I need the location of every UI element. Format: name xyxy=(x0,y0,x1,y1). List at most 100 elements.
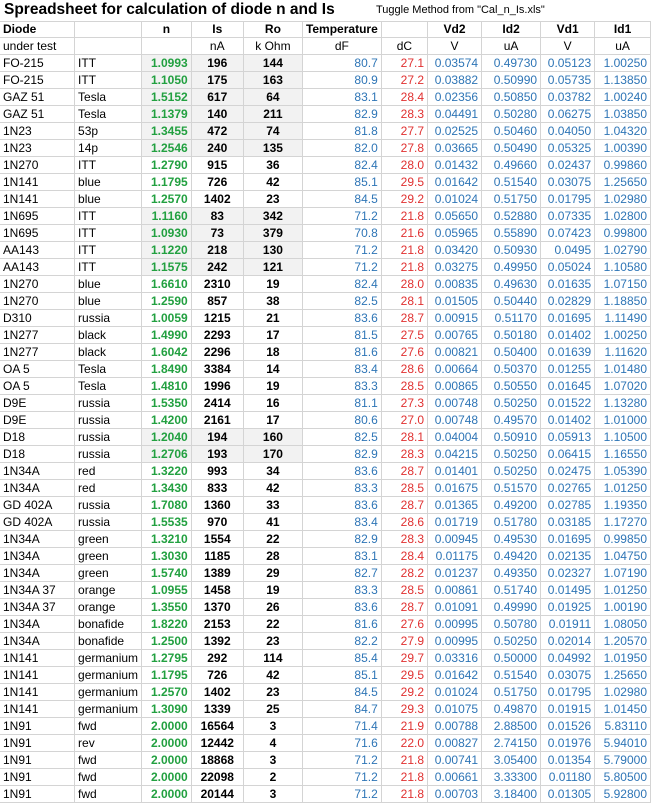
vd2-cell[interactable]: 0.01642 xyxy=(427,173,483,192)
n-cell[interactable]: 1.2570 xyxy=(141,190,192,209)
vd2-cell[interactable]: 0.04004 xyxy=(427,428,483,447)
sheet-subtitle[interactable]: Tuggle Method from "Cal_n_Is.xls" xyxy=(376,4,545,16)
vd2-cell[interactable]: 0.01091 xyxy=(427,598,483,617)
header-cell[interactable]: Ro xyxy=(243,21,303,39)
vd1-cell[interactable]: 0.01911 xyxy=(540,615,596,634)
maker-cell[interactable]: russia xyxy=(74,394,143,413)
id1-cell[interactable]: 1.01250 xyxy=(594,479,651,498)
temp-c-cell[interactable]: 21.9 xyxy=(381,717,429,736)
is-cell[interactable]: 194 xyxy=(191,428,244,447)
id1-cell[interactable]: 1.11490 xyxy=(594,309,651,328)
temp-f-cell[interactable]: 81.8 xyxy=(302,122,382,141)
diode-cell[interactable]: 1N34A xyxy=(0,479,76,498)
maker-cell[interactable]: ITT xyxy=(74,258,143,277)
ro-cell[interactable]: 211 xyxy=(243,105,303,124)
n-cell[interactable]: 2.0000 xyxy=(141,785,192,804)
id1-cell[interactable]: 1.01250 xyxy=(594,581,651,600)
ro-cell[interactable]: 22 xyxy=(243,530,303,549)
is-cell[interactable]: 22098 xyxy=(191,768,244,787)
n-cell[interactable]: 2.0000 xyxy=(141,717,192,736)
ro-cell[interactable]: 38 xyxy=(243,292,303,311)
temp-c-cell[interactable]: 28.7 xyxy=(381,598,429,617)
ro-cell[interactable]: 3 xyxy=(243,751,303,770)
n-cell[interactable]: 1.7080 xyxy=(141,496,192,515)
vd2-cell[interactable]: 0.01075 xyxy=(427,700,483,719)
unit-cell[interactable]: uA xyxy=(481,37,542,56)
id1-cell[interactable]: 1.20570 xyxy=(594,632,651,651)
id1-cell[interactable]: 5.79000 xyxy=(594,751,651,770)
id1-cell[interactable]: 1.25650 xyxy=(594,173,651,192)
vd1-cell[interactable]: 0.01645 xyxy=(540,377,596,396)
vd2-cell[interactable]: 0.01401 xyxy=(427,462,483,481)
temp-c-cell[interactable]: 22.0 xyxy=(381,734,429,753)
n-cell[interactable]: 1.0993 xyxy=(141,54,192,73)
unit-cell[interactable] xyxy=(141,37,192,56)
n-cell[interactable]: 1.2500 xyxy=(141,632,192,651)
vd2-cell[interactable]: 0.01505 xyxy=(427,292,483,311)
diode-cell[interactable]: 1N141 xyxy=(0,700,76,719)
sheet-title[interactable]: Spreadsheet for calculation of diode n a… xyxy=(4,1,335,18)
maker-cell[interactable]: fwd xyxy=(74,768,143,787)
temp-c-cell[interactable]: 21.6 xyxy=(381,224,429,243)
diode-cell[interactable]: AA143 xyxy=(0,258,76,277)
n-cell[interactable]: 1.8490 xyxy=(141,360,192,379)
id1-cell[interactable]: 0.99860 xyxy=(594,156,651,175)
vd2-cell[interactable]: 0.00821 xyxy=(427,343,483,362)
n-cell[interactable]: 1.1379 xyxy=(141,105,192,124)
vd2-cell[interactable]: 0.02356 xyxy=(427,88,483,107)
n-cell[interactable]: 1.2590 xyxy=(141,292,192,311)
diode-cell[interactable]: 1N695 xyxy=(0,207,76,226)
vd1-cell[interactable]: 0.03782 xyxy=(540,88,596,107)
temp-c-cell[interactable]: 28.7 xyxy=(381,309,429,328)
id2-cell[interactable]: 0.49420 xyxy=(481,547,542,566)
temp-c-cell[interactable]: 28.4 xyxy=(381,547,429,566)
vd2-cell[interactable]: 0.00995 xyxy=(427,632,483,651)
n-cell[interactable]: 1.6042 xyxy=(141,343,192,362)
is-cell[interactable]: 915 xyxy=(191,156,244,175)
vd1-cell[interactable]: 0.05123 xyxy=(540,54,596,73)
n-cell[interactable]: 1.2040 xyxy=(141,428,192,447)
n-cell[interactable]: 2.0000 xyxy=(141,751,192,770)
temp-c-cell[interactable]: 27.8 xyxy=(381,139,429,158)
unit-cell[interactable]: dF xyxy=(302,37,382,56)
id2-cell[interactable]: 0.49730 xyxy=(481,54,542,73)
temp-c-cell[interactable]: 29.7 xyxy=(381,649,429,668)
id2-cell[interactable]: 0.51540 xyxy=(481,173,542,192)
temp-f-cell[interactable]: 80.7 xyxy=(302,54,382,73)
vd2-cell[interactable]: 0.03420 xyxy=(427,241,483,260)
n-cell[interactable]: 1.4810 xyxy=(141,377,192,396)
ro-cell[interactable]: 34 xyxy=(243,462,303,481)
id2-cell[interactable]: 0.50850 xyxy=(481,88,542,107)
vd1-cell[interactable]: 0.03185 xyxy=(540,513,596,532)
header-cell[interactable]: n xyxy=(141,21,192,39)
is-cell[interactable]: 2414 xyxy=(191,394,244,413)
ro-cell[interactable]: 33 xyxy=(243,496,303,515)
diode-cell[interactable]: GD 402A xyxy=(0,496,76,515)
is-cell[interactable]: 617 xyxy=(191,88,244,107)
vd2-cell[interactable]: 0.00703 xyxy=(427,785,483,804)
diode-cell[interactable]: 1N141 xyxy=(0,666,76,685)
diode-cell[interactable]: 1N270 xyxy=(0,292,76,311)
id1-cell[interactable]: 0.99800 xyxy=(594,224,651,243)
diode-cell[interactable]: 1N91 xyxy=(0,717,76,736)
temp-f-cell[interactable]: 83.3 xyxy=(302,377,382,396)
id2-cell[interactable]: 0.49200 xyxy=(481,496,542,515)
n-cell[interactable]: 1.1795 xyxy=(141,173,192,192)
id2-cell[interactable]: 0.49990 xyxy=(481,598,542,617)
vd1-cell[interactable]: 0.01635 xyxy=(540,275,596,294)
id2-cell[interactable]: 0.50990 xyxy=(481,71,542,90)
vd1-cell[interactable]: 0.01402 xyxy=(540,326,596,345)
vd1-cell[interactable]: 0.01639 xyxy=(540,343,596,362)
id1-cell[interactable]: 1.07190 xyxy=(594,564,651,583)
vd1-cell[interactable]: 0.01255 xyxy=(540,360,596,379)
is-cell[interactable]: 196 xyxy=(191,54,244,73)
maker-cell[interactable]: blue xyxy=(74,275,143,294)
diode-cell[interactable]: D9E xyxy=(0,394,76,413)
vd1-cell[interactable]: 0.03075 xyxy=(540,666,596,685)
ro-cell[interactable]: 28 xyxy=(243,547,303,566)
temp-f-cell[interactable]: 80.6 xyxy=(302,411,382,430)
id2-cell[interactable]: 0.50370 xyxy=(481,360,542,379)
id2-cell[interactable]: 0.49530 xyxy=(481,530,542,549)
id1-cell[interactable]: 1.02980 xyxy=(594,683,651,702)
id1-cell[interactable]: 1.13850 xyxy=(594,71,651,90)
